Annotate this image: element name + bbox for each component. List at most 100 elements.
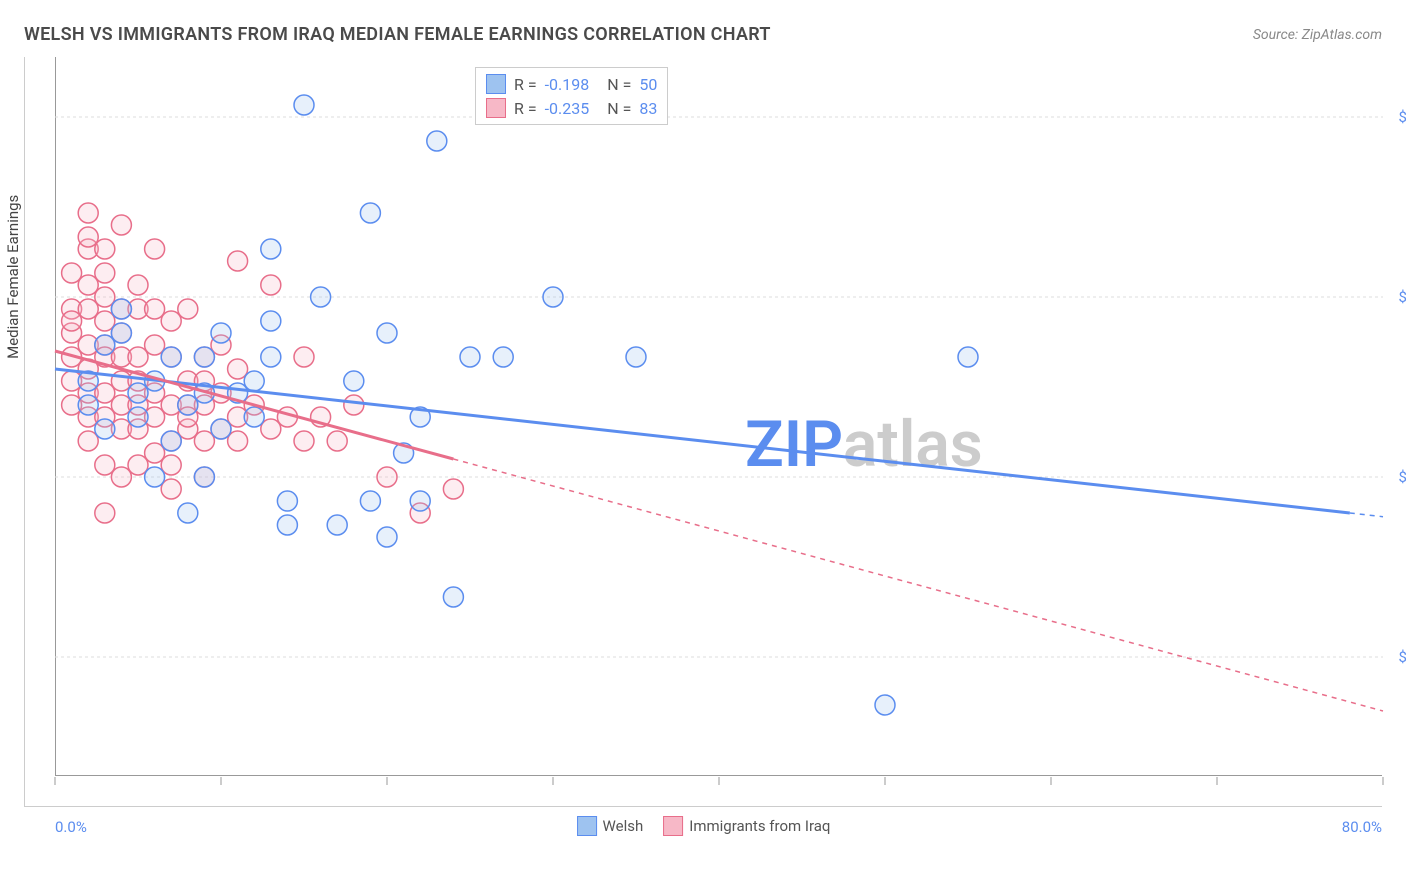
- stat-n-value: 50: [639, 75, 657, 94]
- x-min-label: 0.0%: [55, 818, 87, 836]
- y-tick-label: $15,000: [1398, 648, 1406, 666]
- data-point: [161, 347, 181, 367]
- data-point: [344, 395, 364, 415]
- data-point: [128, 407, 148, 427]
- data-point: [95, 455, 115, 475]
- data-point: [228, 431, 248, 451]
- data-point: [161, 311, 181, 331]
- y-tick-label: $45,000: [1398, 288, 1406, 306]
- data-point: [95, 503, 115, 523]
- data-point: [875, 695, 895, 715]
- data-point: [145, 299, 165, 319]
- data-point: [128, 275, 148, 295]
- data-point: [194, 347, 214, 367]
- data-point: [178, 299, 198, 319]
- data-point: [360, 203, 380, 223]
- y-tick-label: $30,000: [1398, 468, 1406, 486]
- stat-n-label: N =: [607, 99, 631, 118]
- data-point: [111, 467, 131, 487]
- data-point: [443, 479, 463, 499]
- x-max-label: 80.0%: [1342, 818, 1382, 836]
- data-point: [194, 467, 214, 487]
- data-point: [62, 311, 82, 331]
- data-point: [244, 371, 264, 391]
- data-point: [493, 347, 513, 367]
- data-point: [95, 383, 115, 403]
- source-label: Source: ZipAtlas.com: [1253, 27, 1382, 43]
- y-tick-label: $60,000: [1398, 108, 1406, 126]
- stat-r-value: -0.198: [545, 75, 590, 94]
- data-point: [377, 467, 397, 487]
- data-point: [111, 299, 131, 319]
- data-point: [460, 347, 480, 367]
- data-point: [111, 215, 131, 235]
- data-point: [145, 239, 165, 259]
- data-point: [958, 347, 978, 367]
- data-point: [410, 491, 430, 511]
- data-point: [95, 263, 115, 283]
- data-point: [294, 347, 314, 367]
- data-point: [277, 515, 297, 535]
- data-point: [178, 395, 198, 415]
- data-point: [194, 431, 214, 451]
- chart-container: Median Female Earnings ZIPatlas $15,000$…: [24, 57, 1382, 807]
- stat-n-label: N =: [607, 75, 631, 94]
- legend-item-welsh: Welsh: [577, 816, 644, 836]
- legend-label-iraq: Immigrants from Iraq: [689, 817, 830, 835]
- stat-r-label: R =: [514, 75, 537, 94]
- data-point: [294, 95, 314, 115]
- stat-swatch: [486, 98, 506, 118]
- data-point: [95, 239, 115, 259]
- data-point: [261, 311, 281, 331]
- data-point: [78, 299, 98, 319]
- data-point: [78, 275, 98, 295]
- stat-r-value: -0.235: [545, 99, 590, 118]
- data-point: [78, 395, 98, 415]
- data-point: [95, 311, 115, 331]
- data-point: [95, 335, 115, 355]
- legend-swatch-pink: [663, 816, 683, 836]
- stat-r-label: R =: [514, 99, 537, 118]
- data-point: [294, 431, 314, 451]
- chart-title: WELSH VS IMMIGRANTS FROM IRAQ MEDIAN FEM…: [24, 24, 771, 45]
- data-point: [377, 527, 397, 547]
- data-point: [161, 455, 181, 475]
- data-point: [161, 479, 181, 499]
- data-point: [78, 227, 98, 247]
- legend-swatch-blue: [577, 816, 597, 836]
- data-point: [128, 347, 148, 367]
- data-point: [261, 275, 281, 295]
- data-point: [427, 131, 447, 151]
- legend-item-iraq: Immigrants from Iraq: [663, 816, 830, 836]
- data-point: [228, 251, 248, 271]
- data-point: [62, 263, 82, 283]
- data-point: [244, 407, 264, 427]
- data-point: [145, 443, 165, 463]
- bottom-legend: Welsh Immigrants from Iraq: [577, 816, 831, 836]
- data-point: [78, 431, 98, 451]
- stat-n-value: 83: [639, 99, 657, 118]
- data-point: [543, 287, 563, 307]
- data-point: [128, 383, 148, 403]
- data-point: [128, 455, 148, 475]
- data-point: [178, 503, 198, 523]
- stat-row: R = -0.235 N = 83: [486, 96, 657, 120]
- data-point: [360, 491, 380, 511]
- data-point: [327, 515, 347, 535]
- regression-extend: [1350, 513, 1383, 517]
- data-point: [443, 587, 463, 607]
- data-point: [327, 431, 347, 451]
- data-point: [161, 431, 181, 451]
- data-point: [145, 467, 165, 487]
- data-point: [228, 359, 248, 379]
- data-point: [145, 335, 165, 355]
- data-point: [344, 371, 364, 391]
- data-point: [111, 323, 131, 343]
- data-point: [211, 323, 231, 343]
- regression-extend: [453, 459, 1383, 711]
- stat-swatch: [486, 74, 506, 94]
- data-point: [311, 287, 331, 307]
- data-point: [95, 419, 115, 439]
- data-point: [261, 347, 281, 367]
- data-point: [261, 239, 281, 259]
